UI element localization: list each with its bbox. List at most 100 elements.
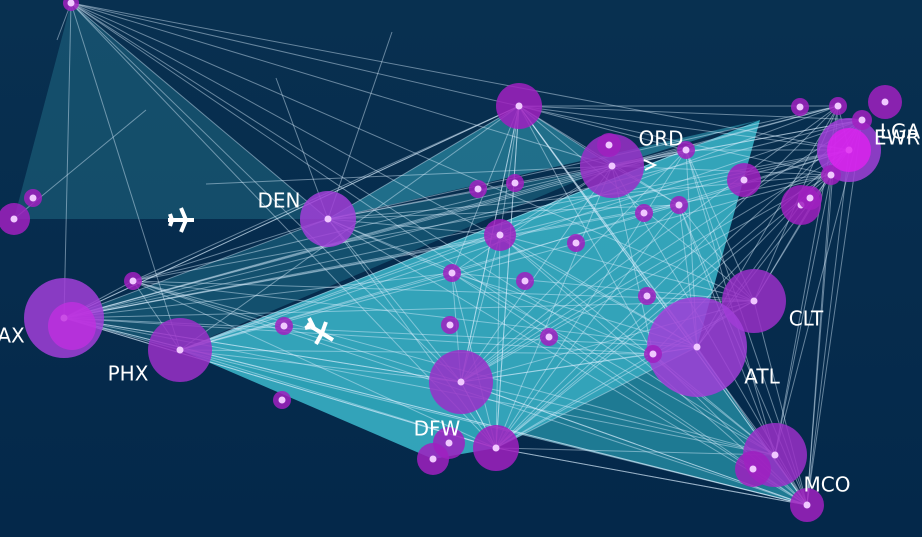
route — [63, 105, 839, 319]
airport-dot — [278, 396, 286, 404]
route — [451, 165, 613, 274]
airport-label: PHX — [108, 362, 149, 386]
labels: ORD LGA EWR DEN CLT ATL PHX DFW MCO AX — [0, 120, 920, 497]
route — [499, 234, 755, 302]
airport-dot — [682, 146, 690, 154]
route — [63, 317, 497, 449]
planes — [168, 159, 658, 345]
airport-dot — [693, 343, 701, 351]
route — [518, 105, 863, 121]
airport-dot — [429, 455, 437, 463]
route — [495, 447, 776, 456]
route — [179, 119, 863, 351]
route — [495, 204, 680, 449]
route — [132, 280, 698, 348]
airport-dot — [605, 141, 613, 149]
route — [495, 149, 687, 449]
route — [70, 2, 808, 506]
route — [499, 149, 850, 236]
route — [70, 2, 181, 351]
airport-dot — [827, 171, 835, 179]
airport-dot — [771, 451, 779, 459]
airport-dot — [740, 176, 748, 184]
route — [70, 2, 755, 302]
airport-dot — [176, 346, 184, 354]
route — [70, 2, 613, 167]
route — [179, 234, 501, 351]
airport-dot — [496, 231, 504, 239]
route — [132, 280, 462, 383]
airport-dot — [457, 378, 465, 386]
plane-icon — [304, 317, 335, 345]
airport-dot — [511, 179, 519, 187]
airport-label: CLT — [789, 307, 824, 331]
airport-dot — [515, 102, 523, 110]
route — [327, 204, 680, 220]
airport-dot — [834, 102, 842, 110]
airport-dot — [881, 98, 889, 106]
area — [180, 120, 760, 459]
route — [518, 105, 755, 302]
airport-dot — [675, 201, 683, 209]
route — [63, 204, 680, 319]
airport-label: LGA — [880, 120, 921, 144]
route — [70, 2, 520, 107]
route — [179, 204, 680, 351]
route — [179, 272, 453, 351]
route — [179, 349, 462, 383]
airport-label: MCO — [804, 473, 851, 497]
airport-dot — [445, 439, 453, 447]
airport-dot — [803, 501, 811, 509]
airport-dot — [750, 297, 758, 305]
area — [328, 106, 760, 219]
airport-label: DFW — [414, 417, 461, 441]
route — [460, 105, 839, 383]
route — [460, 165, 613, 383]
route — [774, 174, 832, 456]
airport-dot — [280, 322, 288, 330]
airport-dot — [129, 277, 137, 285]
route — [611, 105, 839, 167]
route — [495, 105, 839, 449]
plane-icon — [168, 207, 194, 233]
route — [460, 353, 654, 383]
route — [451, 272, 776, 456]
airport-dot — [10, 215, 18, 223]
route — [70, 2, 850, 151]
route — [495, 105, 520, 449]
airport-dot — [572, 239, 580, 247]
route — [495, 119, 863, 449]
airport-dot — [643, 292, 651, 300]
airport-bubble — [827, 128, 871, 172]
route — [205, 164, 641, 185]
route — [63, 317, 462, 383]
route — [63, 317, 462, 383]
airport-dot — [649, 350, 657, 358]
route — [63, 174, 832, 319]
route — [327, 218, 462, 383]
route — [460, 204, 680, 383]
area — [64, 166, 612, 350]
route — [451, 272, 755, 302]
route — [63, 317, 497, 449]
route — [495, 447, 808, 506]
route — [460, 119, 863, 383]
route — [806, 119, 863, 506]
route — [806, 149, 850, 506]
route — [63, 119, 863, 319]
route — [611, 165, 654, 355]
route — [460, 381, 776, 456]
route — [63, 234, 501, 319]
airport-dot — [67, 0, 75, 7]
airport-dot — [521, 277, 529, 285]
route — [518, 105, 687, 151]
route — [806, 174, 832, 506]
airport-label: EWR — [874, 126, 920, 150]
airport-label: ATL — [744, 365, 780, 389]
airport-dot — [749, 465, 757, 473]
airport-dot — [474, 185, 482, 193]
route — [499, 234, 776, 456]
airport-label: AX — [0, 324, 25, 348]
route — [63, 149, 850, 319]
